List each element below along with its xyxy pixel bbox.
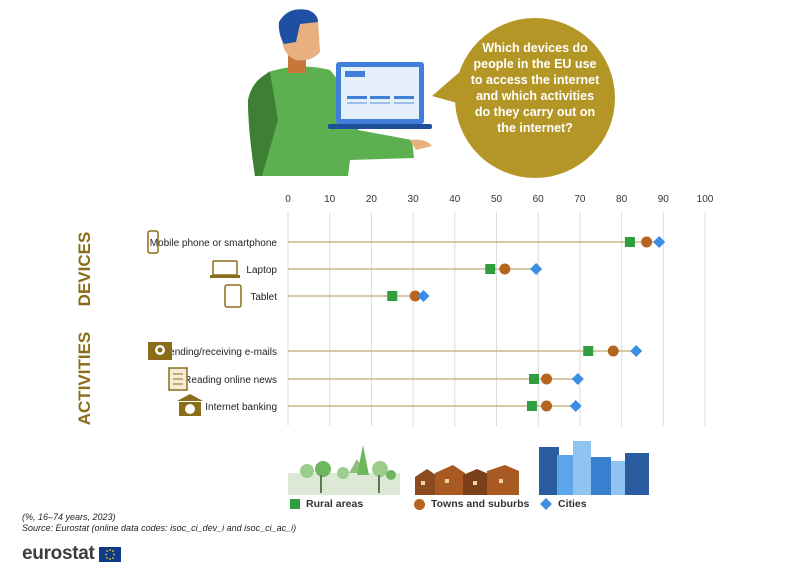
x-tick-label: 30	[408, 194, 420, 205]
legend-rural-label: Rural areas	[306, 498, 364, 510]
category-label: Internet banking	[205, 402, 277, 413]
rural-marker	[387, 291, 398, 301]
cities-marker	[417, 290, 430, 302]
bank-icon	[177, 394, 203, 416]
bubble-question: Which devices do people in the EU use to…	[470, 41, 600, 135]
x-tick-label: 20	[366, 194, 378, 205]
category-label: Reading online news	[184, 375, 277, 386]
header-illustration	[248, 9, 615, 178]
legend-cities: Cities	[540, 498, 587, 511]
logo-text: eurostat	[22, 543, 95, 564]
group-label: ACTIVITIES	[75, 332, 94, 426]
x-tick-label: 80	[616, 194, 628, 205]
newspaper-icon	[168, 367, 188, 391]
cities-marker	[569, 400, 582, 412]
rural-marker	[583, 346, 594, 356]
person-illustration	[248, 9, 432, 176]
square-marker-icon	[290, 499, 300, 510]
cities-illustration	[539, 441, 649, 495]
eu-flag-icon	[98, 546, 121, 562]
x-tick-label: 50	[491, 194, 503, 205]
legend-cities-label: Cities	[558, 498, 587, 510]
towns-marker	[409, 290, 421, 302]
category-label: Laptop	[246, 265, 277, 276]
rural-marker	[485, 264, 496, 274]
tablet-icon	[224, 284, 242, 308]
towns-marker	[499, 263, 511, 275]
category-label: Sending/receiving e-mails	[162, 347, 277, 358]
group-label: DEVICES	[75, 232, 94, 307]
category-label: Mobile phone or smartphone	[150, 238, 278, 249]
towns-illustration	[415, 465, 519, 495]
eurostat-logo: eurostat	[22, 543, 121, 565]
rural-illustration	[288, 445, 400, 495]
rural-marker	[529, 374, 540, 384]
cities-marker	[630, 345, 643, 357]
unit-note: (%, 16–74 years, 2023)	[22, 512, 116, 522]
towns-marker	[607, 345, 619, 357]
towns-marker	[641, 236, 653, 248]
laptop-illustration	[328, 62, 432, 129]
legend-towns: Towns and suburbs	[414, 498, 529, 510]
settlement-illustrations	[288, 441, 649, 495]
speech-bubble	[432, 18, 615, 178]
laptop-icon	[210, 260, 240, 278]
email-icon	[148, 342, 172, 360]
x-tick-label: 0	[285, 194, 291, 205]
cities-marker	[571, 373, 584, 385]
cities-marker	[530, 263, 543, 275]
x-tick-label: 10	[324, 194, 336, 205]
x-tick-label: 70	[574, 194, 586, 205]
category-label: Tablet	[250, 292, 277, 303]
rural-marker	[624, 237, 635, 247]
towns-marker	[541, 400, 553, 412]
towns-marker	[541, 373, 553, 385]
dot-plot-chart: 0 10 20 30 40 50 60 70 80 90 100 DEVICES ACTIVITIES M…	[75, 194, 714, 426]
x-tick-label: 90	[658, 194, 670, 205]
rural-marker	[526, 401, 537, 411]
x-tick-label: 40	[449, 194, 461, 205]
source-note: Source: Eurostat (online data codes: iso…	[22, 523, 297, 533]
smartphone-icon	[147, 230, 159, 254]
x-tick-label: 60	[533, 194, 545, 205]
x-tick-label: 100	[697, 194, 714, 205]
legend-towns-label: Towns and suburbs	[431, 498, 530, 510]
circle-marker-icon	[414, 498, 425, 510]
legend-rural: Rural areas	[290, 498, 363, 510]
diamond-marker-icon	[540, 498, 552, 511]
cities-marker	[653, 236, 666, 248]
